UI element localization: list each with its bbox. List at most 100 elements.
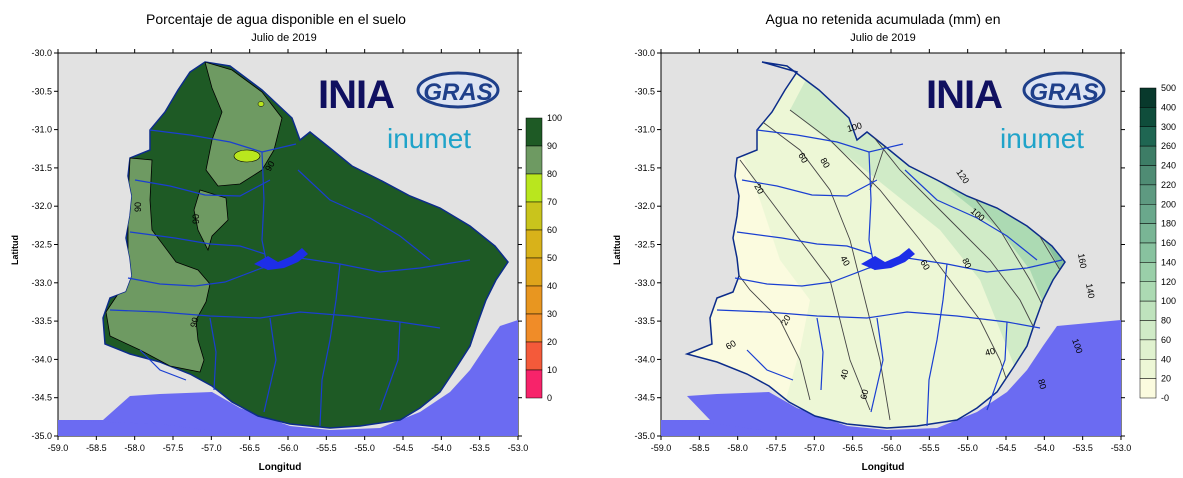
right-color-legend: 5004003002602402202001801601401201008060…: [1140, 83, 1176, 403]
legend-swatch: [526, 286, 542, 314]
x-tick-label: -53.5: [1072, 443, 1093, 453]
y-tick-label: -31.5: [31, 163, 52, 173]
legend-label: 20: [547, 337, 557, 347]
x-tick-label: -56.5: [239, 443, 260, 453]
x-tick-label: -53.0: [1111, 443, 1132, 453]
right-map-title: Agua no retenida acumulada (mm) en: [765, 11, 1000, 27]
legend-swatch: [1140, 359, 1156, 378]
x-tick-label: -57.0: [201, 443, 222, 453]
legend-label: -0: [1161, 393, 1169, 403]
legend-swatch: [526, 230, 542, 258]
x-tick-label: -55.5: [919, 443, 940, 453]
right-inia-logo: INIA: [926, 73, 1002, 117]
legend-label: 120: [1161, 277, 1176, 287]
y-tick-label: -33.0: [31, 278, 52, 288]
left-color-legend: 1009080706050403020100: [526, 113, 562, 403]
x-tick-label: -53.5: [469, 443, 490, 453]
legend-swatch: [1140, 204, 1156, 223]
legend-label: 40: [1161, 354, 1171, 364]
legend-swatch: [1140, 262, 1156, 281]
y-tick-label: -33.5: [634, 316, 655, 326]
right-y-axis-label: Latitud: [612, 235, 622, 265]
legend-label: 240: [1161, 161, 1176, 171]
y-tick-label: -34.0: [634, 354, 655, 364]
y-tick-label: -30.0: [31, 48, 52, 58]
x-tick-label: -58.5: [86, 443, 107, 453]
x-tick-label: -55.0: [957, 443, 978, 453]
left-inia-logo: INIA: [318, 73, 394, 117]
legend-label: 220: [1161, 180, 1176, 190]
legend-swatch: [526, 314, 542, 342]
x-tick-label: -53.0: [508, 443, 529, 453]
left-zone-80-small: [258, 102, 264, 107]
right-map-subtitle: Julio de 2019: [850, 32, 915, 44]
left-contour-label: 90: [133, 202, 143, 212]
legend-label: 90: [547, 141, 557, 151]
legend-label: 80: [547, 169, 557, 179]
x-tick-label: -54.5: [393, 443, 414, 453]
y-tick-label: -33.0: [634, 278, 655, 288]
x-tick-label: -55.0: [354, 443, 375, 453]
legend-label: 100: [1161, 296, 1176, 306]
y-tick-label: -35.0: [634, 431, 655, 441]
y-tick-label: -30.0: [634, 48, 655, 58]
legend-swatch: [526, 174, 542, 202]
legend-label: 60: [1161, 335, 1171, 345]
legend-swatch: [1140, 321, 1156, 340]
left-inia-logo-text: INIA: [318, 73, 394, 117]
x-tick-label: -54.0: [1034, 443, 1055, 453]
x-tick-label: -58.0: [124, 443, 145, 453]
legend-label: 70: [547, 197, 557, 207]
legend-swatch: [1140, 166, 1156, 185]
legend-swatch: [1140, 185, 1156, 204]
left-x-axis-label: Longitud: [259, 462, 302, 473]
legend-label: 0: [547, 393, 552, 403]
left-contour-label: 90: [191, 214, 201, 224]
x-tick-label: -58.0: [727, 443, 748, 453]
y-tick-label: -31.0: [634, 125, 655, 135]
left-map-title: Porcentaje de agua disponible en el suel…: [146, 11, 406, 27]
legend-swatch: [526, 258, 542, 286]
legend-label: 60: [547, 225, 557, 235]
legend-label: 100: [547, 113, 562, 123]
x-tick-label: -54.5: [996, 443, 1017, 453]
right-gras-logo-text: GRAS: [1029, 79, 1098, 106]
legend-swatch: [1140, 224, 1156, 243]
x-tick-label: -59.0: [48, 443, 69, 453]
legend-label: 400: [1161, 102, 1176, 112]
y-tick-label: -30.5: [31, 86, 52, 96]
legend-label: 200: [1161, 199, 1176, 209]
left-gras-logo: GRAS: [418, 73, 498, 107]
right-inumet-logo: inumet: [1000, 123, 1084, 154]
legend-swatch: [1140, 282, 1156, 301]
left-inumet-logo: inumet: [387, 123, 471, 154]
x-tick-label: -59.0: [651, 443, 672, 453]
legend-label: 180: [1161, 219, 1176, 229]
left-gras-logo-text: GRAS: [423, 79, 492, 106]
x-tick-label: -58.5: [689, 443, 710, 453]
left-map-panel: Porcentaje de agua disponible en el suel…: [10, 11, 562, 473]
legend-label: 160: [1161, 238, 1176, 248]
legend-label: 80: [1161, 316, 1171, 326]
legend-swatch: [526, 118, 542, 146]
legend-swatch: [1140, 243, 1156, 262]
y-tick-label: -34.5: [31, 393, 52, 403]
y-tick-label: -34.5: [634, 393, 655, 403]
x-tick-label: -57.5: [163, 443, 184, 453]
legend-swatch: [526, 202, 542, 230]
legend-label: 500: [1161, 83, 1176, 93]
y-tick-label: -31.5: [634, 163, 655, 173]
y-tick-label: -34.0: [31, 354, 52, 364]
legend-swatch: [526, 370, 542, 398]
y-tick-label: -35.0: [31, 431, 52, 441]
y-tick-label: -33.5: [31, 316, 52, 326]
x-tick-label: -56.0: [278, 443, 299, 453]
legend-swatch: [1140, 379, 1156, 398]
y-tick-label: -32.5: [634, 240, 655, 250]
legend-swatch: [526, 342, 542, 370]
legend-swatch: [1140, 146, 1156, 165]
left-zone-80: [234, 150, 260, 162]
x-tick-label: -56.0: [881, 443, 902, 453]
y-tick-label: -32.0: [634, 201, 655, 211]
